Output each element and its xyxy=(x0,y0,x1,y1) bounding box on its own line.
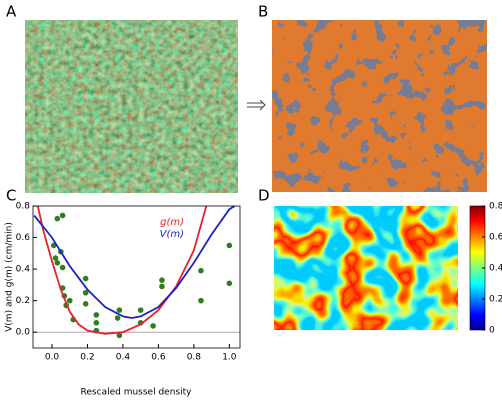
x-tick-label: 0.6 xyxy=(151,353,166,363)
y-tick-label: 0.4 xyxy=(16,265,31,275)
point xyxy=(226,242,233,249)
x-tick-label: 0.4 xyxy=(116,353,131,363)
point xyxy=(114,315,121,321)
legend-entry: V(m) xyxy=(160,229,184,240)
point xyxy=(137,307,144,313)
point xyxy=(116,307,123,313)
photo-b-texture xyxy=(272,20,487,192)
x-tick-label: 1.0 xyxy=(222,353,237,363)
point xyxy=(159,277,165,283)
point xyxy=(82,289,89,296)
x-axis-label: Rescaled mussel density xyxy=(81,388,193,398)
photo-a-texture xyxy=(25,20,238,193)
point xyxy=(198,267,204,274)
point xyxy=(159,283,165,290)
panel-label: D xyxy=(258,187,270,205)
x-tick-label: 0.0 xyxy=(45,353,60,363)
y-tick-label: 0.0 xyxy=(16,328,31,338)
point xyxy=(198,297,204,304)
pattern-d xyxy=(274,206,458,330)
panel-label: B xyxy=(258,3,268,21)
point xyxy=(226,280,233,287)
point xyxy=(150,323,156,329)
y-tick-label: 0.6 xyxy=(16,233,31,243)
arrow xyxy=(247,99,266,111)
colorbar-tick-label: 0.6 xyxy=(489,233,502,243)
y-tick-label: 0.2 xyxy=(16,296,30,306)
x-tick-label: 0.2 xyxy=(80,353,94,363)
point xyxy=(54,215,61,222)
colorbar-tick-label: 0.4 xyxy=(489,264,502,274)
point xyxy=(54,260,61,266)
point xyxy=(52,255,59,261)
point xyxy=(93,312,100,318)
colorbar-tick-label: 0.8 xyxy=(489,202,502,212)
point xyxy=(59,212,66,219)
point xyxy=(93,319,100,326)
point xyxy=(116,332,123,339)
y-axis-label: V(m) and g(m) (cm/min) xyxy=(5,222,15,332)
point xyxy=(59,264,66,271)
x-tick-label: 0.8 xyxy=(187,353,202,363)
point xyxy=(66,297,73,304)
colorbar-tick-label: 0 xyxy=(489,326,495,336)
panel-label: C xyxy=(6,187,16,205)
curve xyxy=(33,206,236,319)
panel-label: A xyxy=(6,3,17,21)
colorbar-tick-label: 0.2 xyxy=(489,295,502,305)
legend-entry: g(m) xyxy=(160,217,184,228)
point xyxy=(82,275,89,282)
y-tick-label: 0.8 xyxy=(16,202,31,212)
plot-frame xyxy=(32,205,241,349)
point xyxy=(82,301,89,307)
